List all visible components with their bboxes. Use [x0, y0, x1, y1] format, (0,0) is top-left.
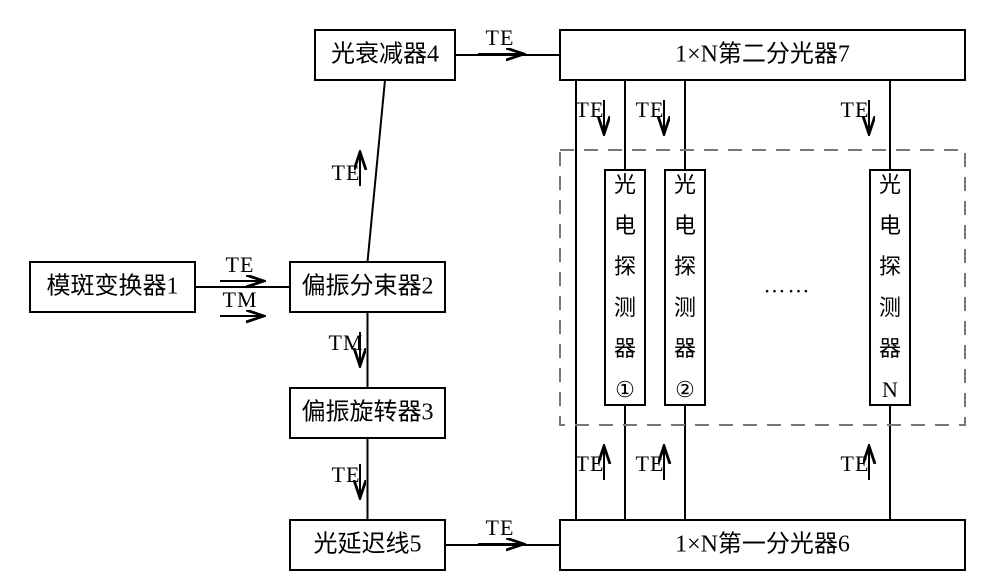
node-vlabel-d1-0: 光: [614, 172, 636, 197]
node-label-b1: 模斑变换器1: [47, 273, 179, 300]
node-vlabel-d1-5: ①: [615, 377, 635, 402]
node-label-b2: 偏振分束器2: [302, 273, 434, 300]
boxes-layer: 模斑变换器1 偏振分束器2 偏振旋转器3 光衰减器4 光延迟线5 1×N第一分光器6 1×N…: [30, 30, 965, 570]
node-vlabel-dN-0: 光: [879, 172, 901, 197]
node-vlabel-dN-4: 器: [879, 336, 901, 361]
node-vlabel-d2-2: 探: [674, 254, 696, 279]
mode-label-0: TE: [226, 252, 255, 277]
node-vlabel-d2-4: 器: [674, 336, 696, 361]
detector-ellipsis: ……: [764, 273, 812, 298]
node-vlabel-dN-2: 探: [879, 254, 901, 279]
mode-label-6: TE: [486, 515, 515, 540]
node-d2: [665, 170, 705, 405]
mode-label-12: TE: [841, 97, 870, 122]
mode-label-1: TM: [223, 287, 258, 312]
node-label-b7: 1×N第二分光器7: [675, 41, 850, 68]
node-label-b3: 偏振旋转器3: [302, 399, 434, 426]
node-vlabel-dN-1: 电: [879, 213, 901, 238]
node-d1: [605, 170, 645, 405]
mode-label-4: TE: [332, 462, 361, 487]
mode-label-9: TE: [841, 451, 870, 476]
node-vlabel-d1-3: 测: [614, 295, 636, 320]
node-vlabel-d2-5: ②: [675, 377, 695, 402]
diagram-canvas: 模斑变换器1 偏振分束器2 偏振旋转器3 光衰减器4 光延迟线5 1×N第一分光器6 1×N…: [0, 0, 1000, 582]
node-vlabel-d2-3: 测: [674, 295, 696, 320]
mode-label-2: TE: [332, 160, 361, 185]
mode-label-11: TE: [636, 97, 665, 122]
node-vlabel-d1-1: 电: [614, 213, 636, 238]
connector: [368, 80, 386, 262]
node-vlabel-d2-0: 光: [674, 172, 696, 197]
node-vlabel-dN-5: N: [882, 377, 898, 402]
node-vlabel-d1-2: 探: [614, 254, 636, 279]
mode-label-3: TM: [329, 330, 364, 355]
node-label-b5: 光延迟线5: [314, 531, 422, 558]
node-vlabel-d2-1: 电: [674, 213, 696, 238]
mode-label-5: TE: [486, 25, 515, 50]
node-vlabel-dN-3: 测: [879, 295, 901, 320]
node-dN: [870, 170, 910, 405]
mode-label-7: TE: [576, 451, 605, 476]
node-vlabel-d1-4: 器: [614, 336, 636, 361]
mode-label-10: TE: [576, 97, 605, 122]
node-label-b4: 光衰减器4: [331, 41, 439, 68]
mode-label-8: TE: [636, 451, 665, 476]
node-label-b6: 1×N第一分光器6: [675, 531, 850, 558]
